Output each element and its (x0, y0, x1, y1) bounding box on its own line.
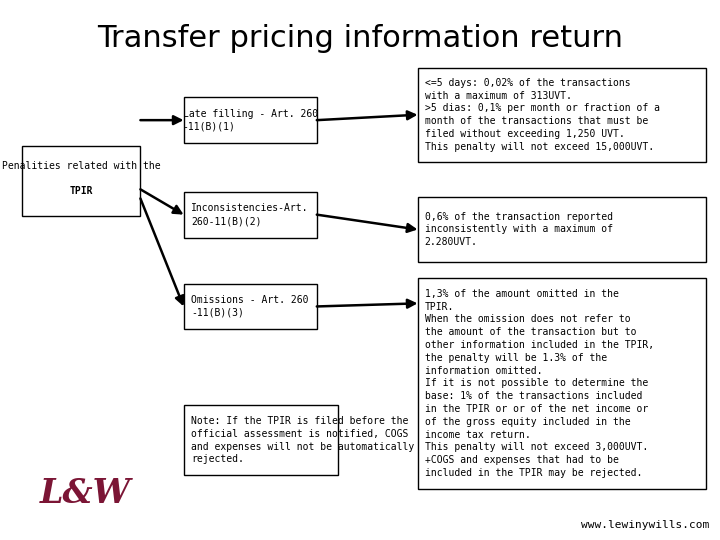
Text: TPIR: TPIR (69, 186, 93, 197)
Text: Penalities related with the: Penalities related with the (1, 161, 161, 171)
Text: Inconsistencies-Art.
260-11(B)(2): Inconsistencies-Art. 260-11(B)(2) (192, 203, 309, 226)
Text: <=5 days: 0,02% of the transactions
with a maximum of 313UVT.
>5 dias: 0,1% per : <=5 days: 0,02% of the transactions with… (425, 78, 660, 152)
Text: 1,3% of the amount omitted in the
TPIR.
When the omission does not refer to
the : 1,3% of the amount omitted in the TPIR. … (425, 289, 654, 478)
Text: 0,6% of the transaction reported
inconsistently with a maximum of
2.280UVT.: 0,6% of the transaction reported inconsi… (425, 212, 613, 247)
Text: Note: If the TPIR is filed before the
official assessment is notified, COGS
and : Note: If the TPIR is filed before the of… (191, 416, 414, 464)
Text: Late filling - Art. 260
-11(B)(1): Late filling - Art. 260 -11(B)(1) (183, 109, 318, 132)
FancyBboxPatch shape (418, 68, 706, 162)
FancyBboxPatch shape (418, 197, 706, 262)
FancyBboxPatch shape (184, 192, 317, 238)
FancyBboxPatch shape (184, 284, 317, 329)
FancyBboxPatch shape (184, 405, 338, 475)
FancyBboxPatch shape (184, 97, 317, 143)
Text: www.lewinywills.com: www.lewinywills.com (581, 520, 709, 530)
Text: L&W: L&W (40, 477, 131, 510)
FancyBboxPatch shape (22, 146, 140, 216)
Text: Transfer pricing information return: Transfer pricing information return (97, 24, 623, 53)
Text: Omissions - Art. 260
-11(B)(3): Omissions - Art. 260 -11(B)(3) (192, 295, 309, 318)
FancyBboxPatch shape (418, 278, 706, 489)
